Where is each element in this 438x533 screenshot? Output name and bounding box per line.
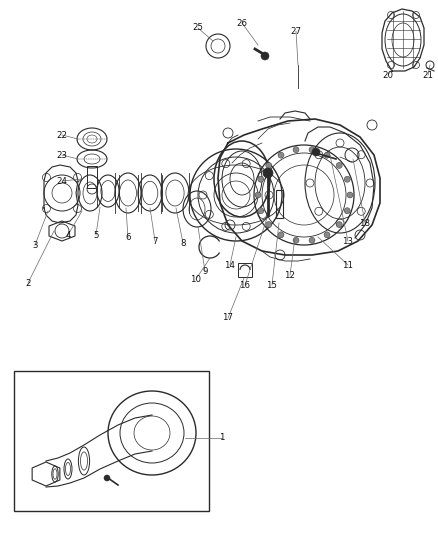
Text: 26: 26 bbox=[237, 19, 247, 28]
Circle shape bbox=[266, 222, 272, 228]
Text: 9: 9 bbox=[202, 266, 208, 276]
Text: 17: 17 bbox=[223, 313, 233, 322]
Circle shape bbox=[255, 192, 261, 198]
Circle shape bbox=[324, 232, 330, 238]
Text: 7: 7 bbox=[152, 237, 158, 246]
Text: 27: 27 bbox=[290, 27, 301, 36]
Bar bbox=[276, 190, 283, 218]
Text: 21: 21 bbox=[423, 70, 434, 79]
Text: 14: 14 bbox=[225, 261, 236, 270]
Text: 1: 1 bbox=[219, 433, 225, 442]
Text: 23: 23 bbox=[57, 150, 67, 159]
Text: 20: 20 bbox=[382, 70, 393, 79]
Circle shape bbox=[258, 176, 264, 182]
Text: 13: 13 bbox=[343, 237, 353, 246]
Circle shape bbox=[347, 192, 353, 198]
Circle shape bbox=[104, 475, 110, 481]
Circle shape bbox=[309, 237, 315, 243]
Circle shape bbox=[336, 222, 342, 228]
Text: 11: 11 bbox=[343, 261, 353, 270]
Circle shape bbox=[263, 168, 273, 178]
Circle shape bbox=[312, 148, 320, 156]
Circle shape bbox=[344, 208, 350, 214]
Text: 2: 2 bbox=[25, 279, 31, 287]
Text: 6: 6 bbox=[125, 233, 131, 243]
Circle shape bbox=[278, 152, 284, 158]
Circle shape bbox=[293, 237, 299, 243]
Circle shape bbox=[293, 147, 299, 152]
Circle shape bbox=[278, 232, 284, 238]
Text: 24: 24 bbox=[57, 176, 67, 185]
Text: 12: 12 bbox=[285, 271, 296, 279]
Text: 25: 25 bbox=[192, 23, 204, 33]
Circle shape bbox=[324, 152, 330, 158]
Circle shape bbox=[336, 163, 342, 168]
Circle shape bbox=[266, 163, 272, 168]
Text: 4: 4 bbox=[65, 230, 71, 239]
Bar bbox=[87, 166, 97, 188]
Circle shape bbox=[344, 176, 350, 182]
Bar bbox=[14, 371, 209, 511]
Text: 3: 3 bbox=[32, 240, 38, 249]
Text: 10: 10 bbox=[191, 274, 201, 284]
Circle shape bbox=[258, 208, 264, 214]
Text: 22: 22 bbox=[57, 131, 67, 140]
Circle shape bbox=[261, 52, 269, 60]
Circle shape bbox=[309, 147, 315, 152]
Text: 16: 16 bbox=[240, 280, 251, 289]
Bar bbox=[238, 263, 252, 277]
Text: 15: 15 bbox=[266, 280, 278, 289]
Text: 5: 5 bbox=[93, 230, 99, 239]
Text: 8: 8 bbox=[180, 238, 186, 247]
Text: 18: 18 bbox=[360, 219, 371, 228]
